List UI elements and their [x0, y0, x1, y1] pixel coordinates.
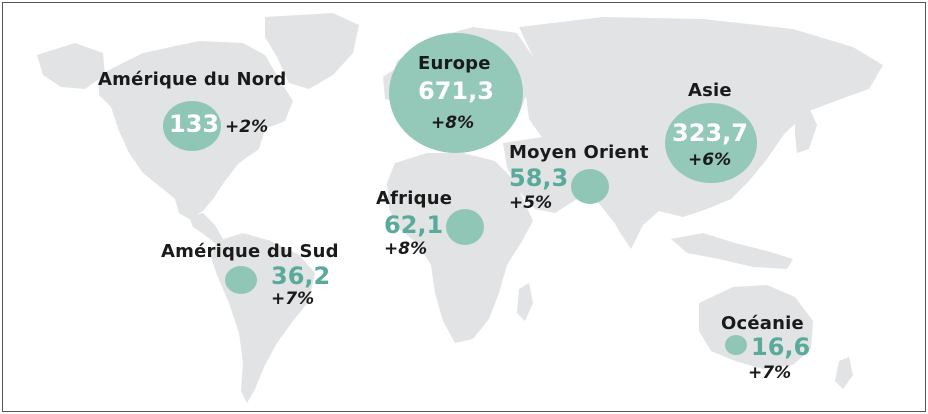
- central-america-shape: [189, 213, 223, 245]
- value-asia: 323,7: [672, 119, 748, 147]
- bubble-north-america: [163, 101, 221, 151]
- change-europe: +8%: [431, 113, 475, 133]
- africa-shape: [387, 153, 533, 343]
- india-shape: [599, 179, 653, 249]
- value-middle-east: 58,3: [509, 164, 569, 192]
- bubble-middle-east: [571, 169, 609, 204]
- value-africa: 62,1: [384, 211, 444, 239]
- bubble-south-america: [225, 266, 257, 294]
- label-africa: Afrique: [376, 188, 453, 209]
- madagascar-shape: [517, 283, 533, 321]
- alaska-shape: [37, 43, 105, 89]
- bubble-europe: [389, 33, 523, 153]
- label-asia: Asie: [688, 80, 732, 101]
- change-oceania: +7%: [748, 363, 792, 383]
- value-europe: 671,3: [418, 77, 494, 105]
- label-oceania: Océanie: [721, 313, 804, 334]
- change-middle-east: +5%: [509, 193, 553, 213]
- label-middle-east: Moyen Orient: [509, 142, 649, 163]
- label-south-america: Amérique du Sud: [161, 241, 339, 262]
- change-africa: +8%: [384, 239, 428, 259]
- change-north-america: +2%: [225, 117, 269, 137]
- new-zealand-shape: [835, 357, 853, 389]
- bubble-africa: [446, 209, 484, 245]
- change-south-america: +7%: [271, 289, 315, 309]
- value-north-america: 133: [169, 110, 220, 138]
- indonesia-shape: [671, 233, 793, 269]
- bubble-oceania: [725, 335, 747, 355]
- bubble-asia: [665, 103, 757, 183]
- greenland-shape: [265, 13, 359, 89]
- label-north-america: Amérique du Nord: [98, 69, 287, 90]
- arabia-shape: [503, 137, 585, 213]
- japan-shape: [795, 107, 817, 153]
- value-oceania: 16,6: [751, 333, 811, 361]
- change-asia: +6%: [688, 150, 732, 170]
- label-europe: Europe: [418, 53, 491, 74]
- value-south-america: 36,2: [271, 262, 331, 290]
